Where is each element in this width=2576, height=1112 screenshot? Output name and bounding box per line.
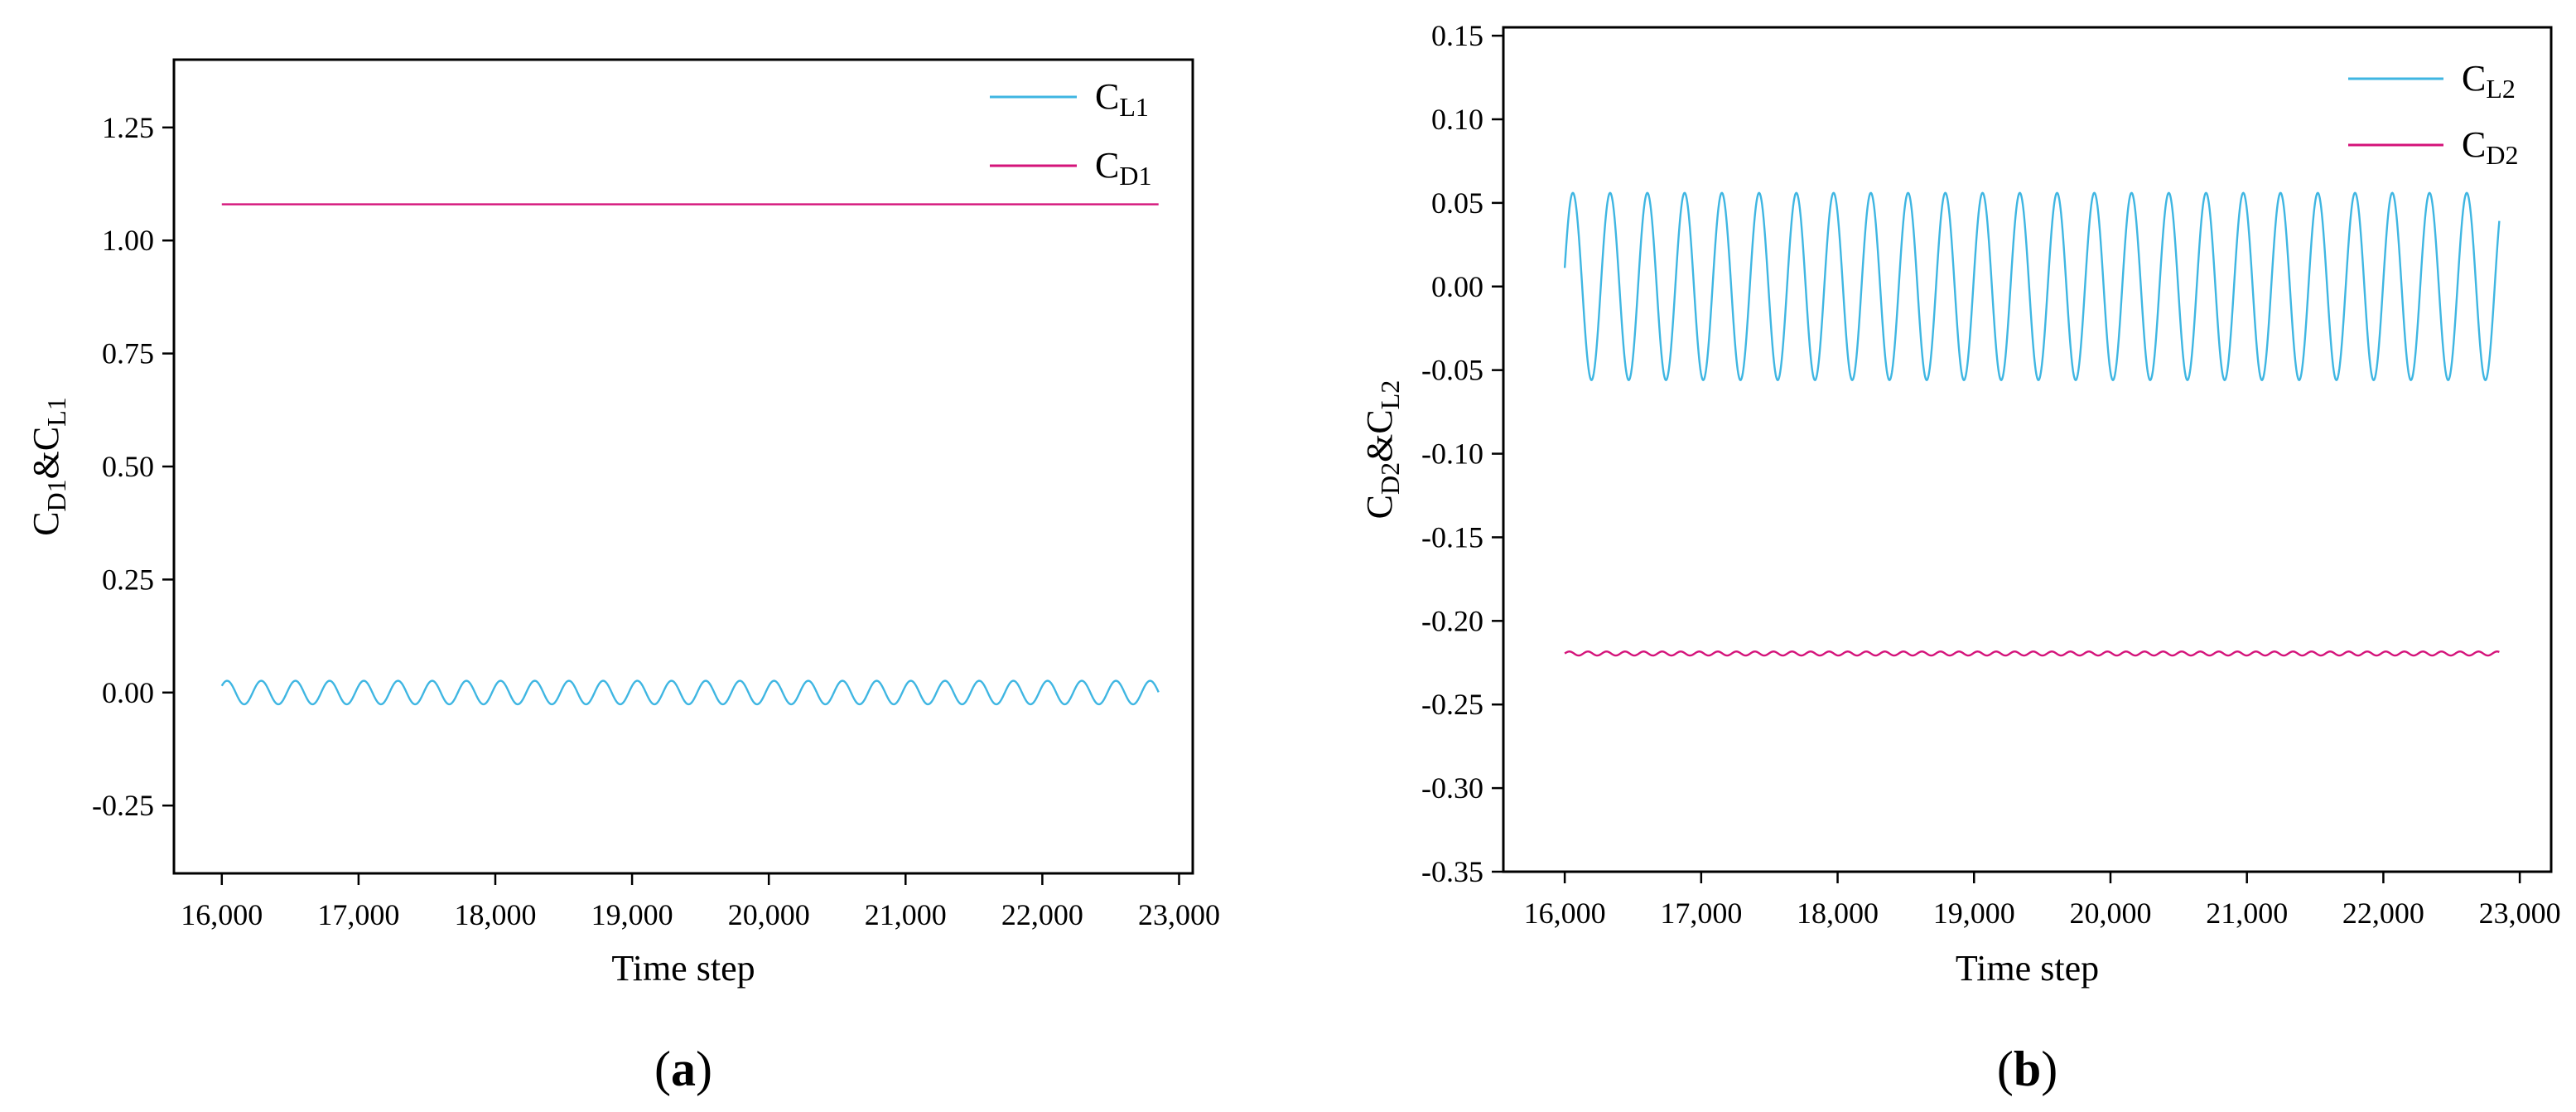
- x-tick-label: 18,000: [1797, 897, 1879, 930]
- y-axis-title-part: C: [26, 427, 66, 451]
- y-tick-label: 0.05: [1431, 186, 1483, 220]
- legend-label-subscript: L2: [2486, 74, 2516, 104]
- x-tick-label: 22,000: [2342, 897, 2424, 930]
- series-line-CD2: [1564, 650, 2500, 657]
- y-tick-label: 0.50: [102, 450, 154, 483]
- x-tick-label: 19,000: [591, 898, 673, 931]
- x-tick-label: 16,000: [1524, 897, 1606, 930]
- panel-label-paren: (: [1997, 1042, 2014, 1096]
- chart-panel-a: 16,000 17,000 18,000 19,000 20,000 21,000 22,0…: [26, 58, 1220, 1096]
- panel-label-letter: b: [2014, 1042, 2041, 1096]
- panel-label-letter: a: [671, 1042, 696, 1096]
- y-axis-title-part: C: [1359, 495, 1400, 519]
- y-tick-label: 1.25: [102, 111, 154, 144]
- x-tick-label: 20,000: [728, 898, 810, 931]
- legend-label-subscript: L1: [1119, 92, 1149, 122]
- y-tick-label: -0.25: [92, 789, 154, 822]
- y-tick-label: -0.25: [1421, 688, 1483, 721]
- y-tick-label: 1.00: [102, 224, 154, 257]
- chart-panel-b: 16,000 17,000 18,000 19,000 20,000 21,000 22,0…: [1359, 19, 2561, 1096]
- y-tick-label: 0.25: [102, 563, 154, 596]
- x-tick-label: 17,000: [317, 898, 399, 931]
- y-axis-title-part: C: [1359, 409, 1400, 433]
- legend-label-base: C: [2462, 58, 2486, 99]
- y-axis-title-subscript: D1: [41, 479, 71, 511]
- x-tick-label: 23,000: [1138, 898, 1220, 931]
- x-tick-label: 19,000: [1933, 897, 2015, 930]
- legend-label-subscript: D2: [2486, 140, 2518, 170]
- series-line-CL1: [220, 679, 1160, 706]
- y-axis-title-subscript: L2: [1375, 380, 1405, 410]
- y-tick-label: 0.10: [1431, 103, 1483, 136]
- y-tick-label: 0.00: [102, 676, 154, 709]
- y-tick-label: -0.35: [1421, 855, 1483, 888]
- legend-label-CD2: CD2: [2462, 124, 2518, 170]
- legend-label-subscript: D1: [1119, 161, 1151, 191]
- legend-label-base: C: [1095, 76, 1119, 117]
- legend-label-CD1: CD1: [1095, 145, 1151, 191]
- panel-label: (a): [654, 1042, 712, 1096]
- legend-label-base: C: [1095, 145, 1119, 186]
- x-tick-label: 22,000: [1001, 898, 1083, 931]
- y-tick-label: -0.30: [1421, 771, 1483, 805]
- panel-label-paren: ): [696, 1042, 712, 1096]
- y-axis-title-part: &: [1359, 434, 1400, 462]
- legend-label-CL2: CL2: [2462, 58, 2516, 104]
- x-tick-label: 23,000: [2479, 897, 2561, 930]
- y-axis-title-subscript: L1: [41, 397, 71, 427]
- x-tick-label: 20,000: [2069, 897, 2151, 930]
- x-tick-label: 18,000: [454, 898, 536, 931]
- plot-frame: [172, 58, 1194, 875]
- y-tick-label: 0.15: [1431, 19, 1483, 52]
- series-line-CL2: [1563, 191, 2501, 381]
- x-axis-title: Time step: [1956, 948, 2099, 989]
- legend-label-base: C: [2462, 124, 2486, 165]
- y-axis-title-subscript: D2: [1375, 462, 1405, 495]
- x-tick-label: 21,000: [865, 898, 947, 931]
- y-axis-title-part: C: [26, 511, 66, 535]
- y-tick-label: -0.20: [1421, 604, 1483, 637]
- legend-label-CL1: CL1: [1095, 76, 1149, 122]
- panel-label-paren: ): [2041, 1042, 2057, 1096]
- panel-label: (b): [1997, 1042, 2057, 1096]
- y-tick-label: -0.10: [1421, 438, 1483, 471]
- y-tick-label: -0.05: [1421, 354, 1483, 387]
- x-axis-title: Time step: [611, 948, 755, 989]
- plot-frame: [1502, 26, 2553, 873]
- y-axis-title: CD1&CL1: [26, 397, 71, 536]
- y-tick-label: -0.15: [1421, 520, 1483, 554]
- y-tick-label: 0.75: [102, 337, 154, 370]
- x-tick-label: 16,000: [181, 898, 263, 931]
- panel-label-paren: (: [654, 1042, 671, 1096]
- y-axis-title: CD2&CL2: [1359, 380, 1405, 520]
- x-tick-label: 17,000: [1660, 897, 1742, 930]
- y-tick-label: 0.00: [1431, 270, 1483, 303]
- y-axis-title-part: &: [26, 451, 66, 479]
- x-tick-label: 21,000: [2206, 897, 2288, 930]
